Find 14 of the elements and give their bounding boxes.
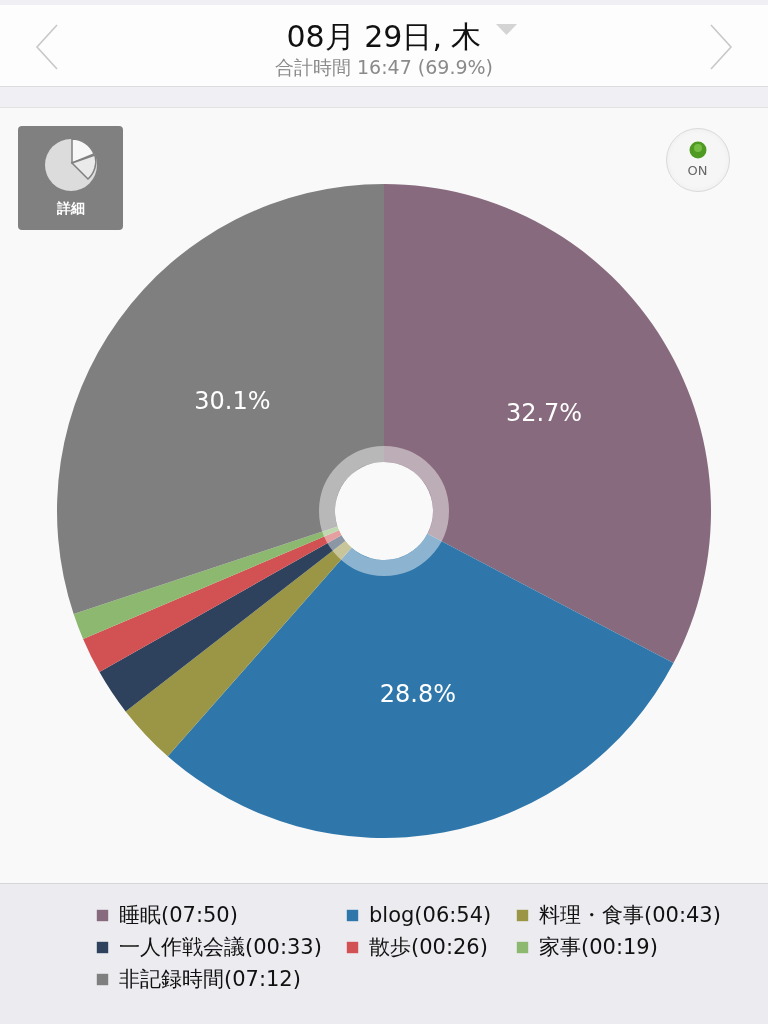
data-label: 32.7% [505, 399, 583, 428]
details-button: 詳細 [18, 126, 123, 230]
chart-title: 08月 29日, 木 [286, 19, 482, 54]
chart-subtitle: 合計時間 16:47 (69.9%) [274, 56, 494, 78]
legend-label: 一人作戦会議(00:33) [119, 934, 322, 959]
legend-label: 非記録時間(07:12) [119, 966, 301, 991]
legend-label: 睡眠(07:50) [119, 902, 238, 927]
data-label: 30.1% [194, 386, 271, 415]
legend-label: 散歩(00:26) [369, 934, 488, 959]
legend-label: blog(06:54) [369, 902, 492, 927]
legend-label: 料理・食事(00:43) [539, 902, 721, 927]
toggle-button: ON [666, 128, 730, 192]
legend-label: 家事(00:19) [539, 934, 658, 959]
data-label: 28.8% [379, 679, 457, 708]
